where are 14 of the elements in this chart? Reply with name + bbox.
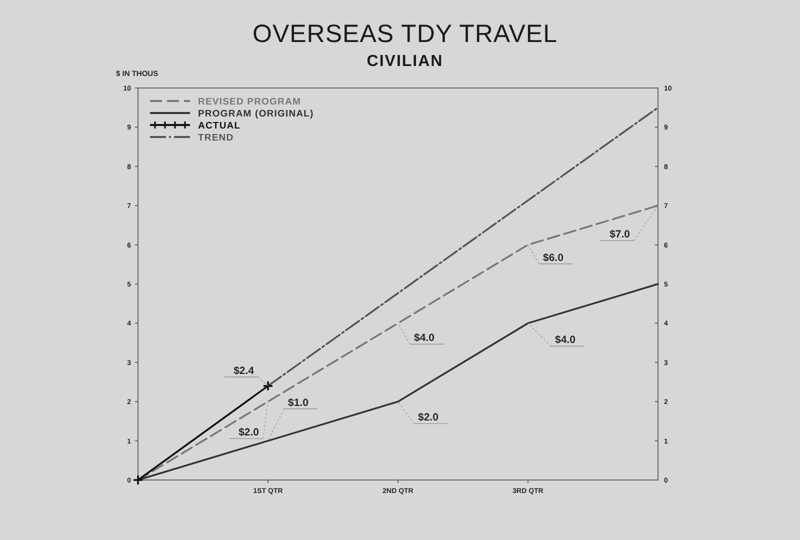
data-label: $2.4 [234, 364, 254, 377]
legend-label: ACTUAL [198, 120, 241, 132]
data-label: $2.0 [238, 426, 260, 439]
legend-label: TREND [198, 132, 234, 144]
chart-subtitle: CIVILIAN [366, 53, 444, 70]
legend-label: PROGRAM (ORIGINAL) [198, 108, 314, 120]
chart-title: OVERSEAS TDY TRAVEL [252, 20, 558, 48]
data-label: $1.0 [288, 396, 309, 409]
data-label: $7.0 [610, 228, 630, 241]
data-label: $4.0 [414, 332, 435, 344]
data-label: $2.0 [418, 412, 439, 424]
data-label: $4.0 [555, 334, 576, 346]
legend-label: REVISED PROGRAM [198, 96, 301, 108]
data-label: $6.0 [543, 252, 564, 264]
